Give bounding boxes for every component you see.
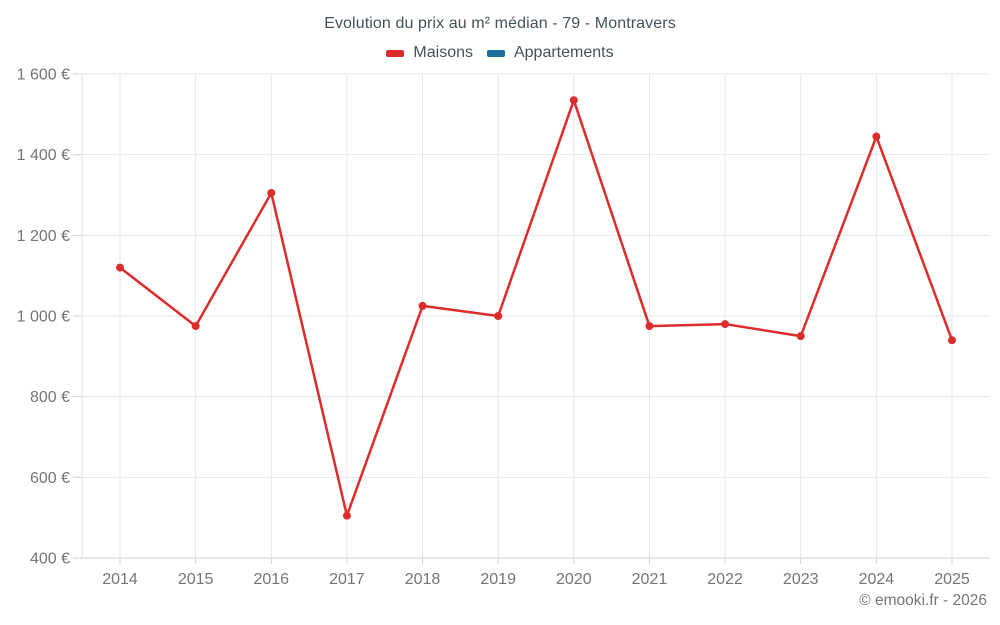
x-tick-label-2025: 2025 xyxy=(934,571,970,588)
series-maisons xyxy=(116,96,956,520)
y-tick-label-600: 600 € xyxy=(30,470,70,487)
gridlines: 400 € 600 € 800 € 1 000 € 1 200 € 1 400 € 1 60… xyxy=(17,67,990,588)
y-tick-label-1600: 1 600 € xyxy=(17,67,70,84)
appartements-series-swatch-icon xyxy=(486,49,505,57)
maisons-point-2017[interactable] xyxy=(342,511,351,520)
maisons-point-2019[interactable] xyxy=(494,312,503,320)
legend-label-appartements: Appartements xyxy=(513,44,614,61)
x-tick-label-2024: 2024 xyxy=(859,571,895,588)
y-tick-label-1400: 1 400 € xyxy=(17,147,70,164)
y-tick-label-1200: 1 200 € xyxy=(17,228,70,245)
maisons-point-2018[interactable] xyxy=(418,301,427,310)
maisons-point-2022[interactable] xyxy=(721,320,730,329)
maisons-point-2016[interactable] xyxy=(267,188,276,197)
x-tick-label-2021: 2021 xyxy=(632,571,668,588)
x-tick-label-2022: 2022 xyxy=(707,571,743,588)
y-tick-label-1000: 1 000 € xyxy=(17,309,70,326)
legend-label-maisons: Maisons xyxy=(413,44,473,61)
x-tick-label-2016: 2016 xyxy=(253,571,289,588)
legend-item-appartements[interactable]: Appartements xyxy=(486,44,614,62)
maisons-point-2014[interactable] xyxy=(116,263,124,272)
chart-title: Evolution du prix au m² médian - 79 - Mo… xyxy=(324,15,676,32)
copyright-credit: © emooki.fr - 2026 xyxy=(859,592,987,609)
x-tick-label-2019: 2019 xyxy=(480,571,516,588)
maisons-point-2024[interactable] xyxy=(872,132,881,141)
maisons-series-swatch-icon xyxy=(386,49,405,57)
maisons-point-2025[interactable] xyxy=(948,336,956,345)
legend-item-maisons[interactable]: Maisons xyxy=(386,44,473,62)
maisons-point-2021[interactable] xyxy=(645,322,654,331)
x-tick-label-2015: 2015 xyxy=(178,571,214,588)
x-tick-label-2018: 2018 xyxy=(405,571,441,588)
y-tick-label-800: 800 € xyxy=(30,389,70,406)
x-tick-label-2023: 2023 xyxy=(783,571,819,588)
maisons-point-2015[interactable] xyxy=(191,322,200,331)
x-tick-label-2014: 2014 xyxy=(102,571,138,588)
x-tick-label-2020: 2020 xyxy=(556,571,592,588)
maisons-point-2020[interactable] xyxy=(569,96,578,105)
maisons-point-2023[interactable] xyxy=(796,332,805,341)
x-tick-label-2017: 2017 xyxy=(329,571,365,588)
maisons-line xyxy=(118,98,954,517)
chart-legend: Maisons Appartements xyxy=(0,44,1000,62)
y-tick-label-400: 400 € xyxy=(30,551,70,568)
